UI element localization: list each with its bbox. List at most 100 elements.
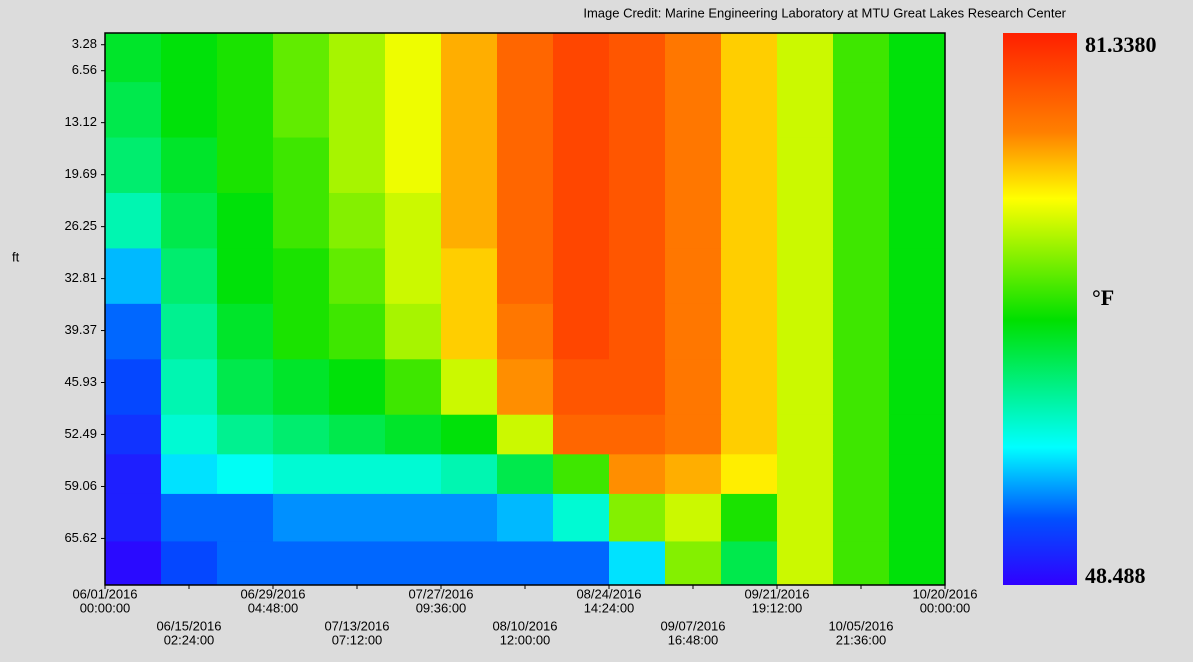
heat-cell <box>105 33 162 83</box>
heat-cell <box>889 82 946 139</box>
heat-cell <box>217 192 274 249</box>
heat-cell <box>273 303 330 360</box>
heat-cell <box>441 137 498 194</box>
heat-cell <box>721 359 778 416</box>
heat-cell <box>273 82 330 139</box>
heat-cell <box>497 454 554 495</box>
heat-cell <box>217 541 274 586</box>
x-tick-label: 07/27/2016 <box>408 586 473 601</box>
heat-cell <box>161 303 218 360</box>
heat-cell <box>329 541 386 586</box>
heat-cell <box>777 359 834 416</box>
heat-cell <box>217 414 274 455</box>
heat-cell <box>385 493 442 542</box>
heat-cell <box>385 82 442 139</box>
heat-cell <box>105 303 162 360</box>
heatmap <box>105 33 946 586</box>
x-tick-label: 00:00:00 <box>920 600 971 615</box>
heat-cell <box>553 248 610 305</box>
y-axis-label: ft <box>12 249 20 264</box>
heat-cell <box>609 248 666 305</box>
x-tick-label: 09:36:00 <box>416 600 467 615</box>
x-tick-label: 06/29/2016 <box>240 586 305 601</box>
y-tick-label: 19.69 <box>64 166 97 181</box>
heat-cell <box>217 359 274 416</box>
y-tick-label: 3.28 <box>72 36 97 51</box>
heat-cell <box>329 137 386 194</box>
heat-cell <box>217 248 274 305</box>
x-tick-label: 09/07/2016 <box>660 618 725 633</box>
heat-cell <box>777 248 834 305</box>
heat-cell <box>889 137 946 194</box>
y-tick-label: 13.12 <box>64 114 97 129</box>
heat-cell <box>721 414 778 455</box>
heat-cell <box>441 82 498 139</box>
heat-cell <box>889 33 946 83</box>
heat-cell <box>609 541 666 586</box>
x-tick-label: 08/24/2016 <box>576 586 641 601</box>
heat-cell <box>329 359 386 416</box>
heat-cell <box>833 303 890 360</box>
y-tick-label: 59.06 <box>64 478 97 493</box>
y-tick-label: 65.62 <box>64 530 97 545</box>
y-tick-label: 45.93 <box>64 374 97 389</box>
heat-cell <box>105 248 162 305</box>
heat-cell <box>889 303 946 360</box>
heat-cell <box>721 248 778 305</box>
heat-cell <box>441 303 498 360</box>
heat-cell <box>833 137 890 194</box>
heat-cell <box>665 137 722 194</box>
heat-cell <box>441 493 498 542</box>
heat-cell <box>161 359 218 416</box>
heat-cell <box>329 82 386 139</box>
heat-cell <box>665 541 722 586</box>
heat-cell <box>441 454 498 495</box>
heat-cell <box>497 192 554 249</box>
heat-cell <box>217 33 274 83</box>
heat-cell <box>385 454 442 495</box>
x-tick-label: 06/15/2016 <box>156 618 221 633</box>
heat-cell <box>329 454 386 495</box>
heat-cell <box>833 414 890 455</box>
heat-cell <box>665 414 722 455</box>
heat-cell <box>833 359 890 416</box>
heat-cell <box>777 493 834 542</box>
heat-cell <box>777 33 834 83</box>
heat-cell <box>497 359 554 416</box>
heat-cell <box>105 414 162 455</box>
heat-cell <box>497 414 554 455</box>
x-tick-label: 10/05/2016 <box>828 618 893 633</box>
heat-cell <box>161 541 218 586</box>
x-tick-label: 19:12:00 <box>752 600 803 615</box>
x-tick-label: 14:24:00 <box>584 600 635 615</box>
heat-cell <box>665 248 722 305</box>
heat-cell <box>777 137 834 194</box>
heat-cell <box>889 359 946 416</box>
x-tick-label: 12:00:00 <box>500 632 551 647</box>
heat-cell <box>833 454 890 495</box>
heat-cell <box>441 541 498 586</box>
heat-cell <box>609 82 666 139</box>
heat-cell <box>273 192 330 249</box>
heat-cell <box>161 33 218 83</box>
heat-cell <box>273 414 330 455</box>
heat-cell <box>721 33 778 83</box>
heat-cell <box>553 359 610 416</box>
heat-cell <box>161 248 218 305</box>
heat-cell <box>609 414 666 455</box>
heat-cell <box>161 82 218 139</box>
y-tick-label: 52.49 <box>64 426 97 441</box>
heat-cell <box>833 33 890 83</box>
heat-cell <box>497 82 554 139</box>
heat-cell <box>665 454 722 495</box>
x-tick-label: 06/01/2016 <box>72 586 137 601</box>
heat-cell <box>833 493 890 542</box>
colorbar-unit: °F <box>1092 285 1114 310</box>
heat-cell <box>609 454 666 495</box>
heat-cell <box>217 137 274 194</box>
heat-cell <box>721 303 778 360</box>
heat-cell <box>609 359 666 416</box>
heat-cell <box>833 82 890 139</box>
heat-cell <box>385 414 442 455</box>
credit: Image Credit: Marine Engineering Laborat… <box>583 5 1066 20</box>
